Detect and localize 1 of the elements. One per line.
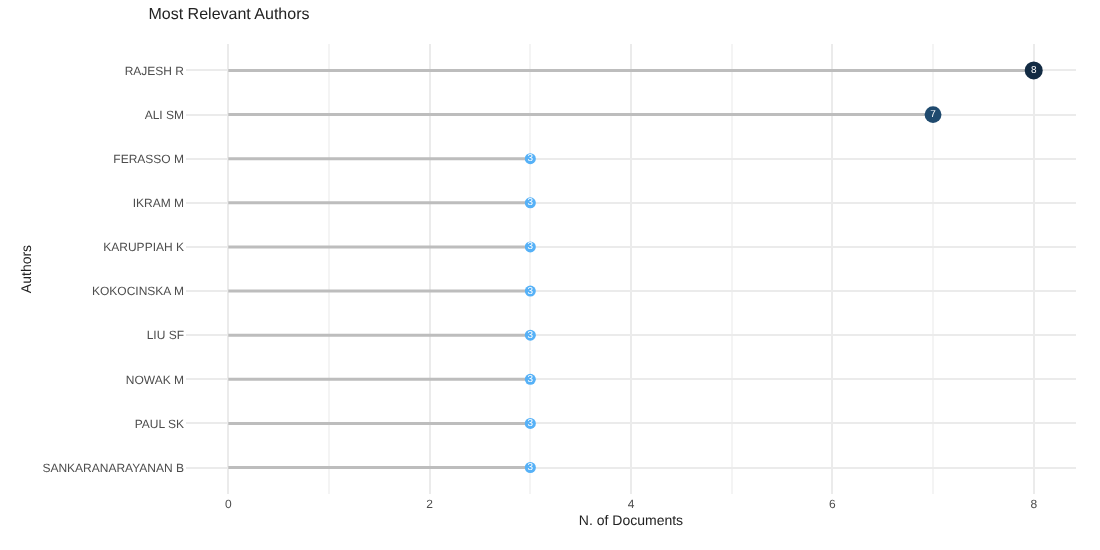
chart-title: Most Relevant Authors (148, 5, 310, 24)
